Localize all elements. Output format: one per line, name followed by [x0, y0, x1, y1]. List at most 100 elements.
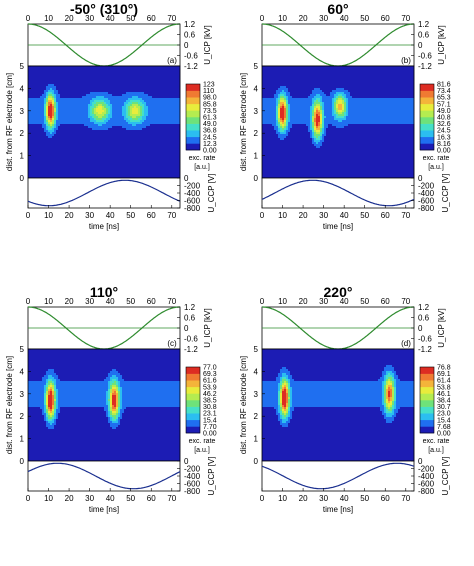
heatmap-cell — [158, 152, 161, 155]
heatmap-cell — [360, 78, 363, 81]
heatmap-cell — [162, 108, 165, 111]
heatmap-cell — [116, 116, 119, 119]
heatmap-cell — [96, 146, 99, 149]
heatmap-cell — [66, 114, 69, 117]
heatmap-cell — [118, 78, 121, 81]
heatmap-cell — [30, 156, 33, 159]
heatmap-cell — [118, 130, 121, 133]
heatmap-cell — [68, 68, 71, 71]
heatmap-cell — [162, 96, 165, 99]
heatmap-cell — [124, 124, 127, 127]
heatmap-cell — [106, 78, 109, 81]
heatmap-cell — [92, 154, 95, 157]
heatmap-cell — [388, 76, 391, 79]
heatmap-cell — [130, 112, 133, 115]
heatmap-cell — [270, 80, 273, 83]
heatmap-cell — [156, 72, 159, 75]
heatmap-cell — [160, 142, 163, 145]
heatmap-cell — [116, 66, 119, 69]
heatmap-cell — [338, 72, 341, 75]
heatmap-cell — [56, 110, 59, 113]
heatmap-cell — [174, 130, 177, 133]
heatmap-cell — [118, 102, 121, 105]
heatmap-cell — [88, 94, 91, 97]
heatmap-cell — [148, 122, 151, 125]
heatmap-cell — [142, 78, 145, 81]
heatmap-cell — [146, 156, 149, 159]
heatmap-cell — [34, 170, 37, 173]
heatmap-cell — [310, 76, 313, 79]
heatmap-cell — [84, 86, 87, 89]
heatmap-cell — [170, 168, 173, 171]
heatmap-cell — [166, 86, 169, 89]
heatmap-cell — [172, 166, 175, 169]
heatmap-cell — [102, 176, 105, 179]
heatmap-cell — [134, 88, 137, 91]
heatmap-cell — [148, 154, 151, 157]
heatmap-cell — [144, 72, 147, 75]
heatmap-cell — [34, 120, 37, 123]
heatmap-cell — [262, 76, 265, 79]
heatmap-cell — [126, 96, 129, 99]
heatmap-cell — [74, 88, 77, 91]
heatmap-cell — [156, 168, 159, 171]
heatmap-cell — [38, 144, 41, 147]
heatmap-cell — [124, 84, 127, 87]
heatmap-cell — [264, 66, 267, 69]
heatmap-cell — [326, 66, 329, 69]
heatmap-cell — [148, 144, 151, 147]
heatmap-cell — [148, 116, 151, 119]
heatmap-cell — [58, 88, 61, 91]
heatmap-cell — [400, 66, 403, 69]
heatmap-cell — [126, 86, 129, 89]
heatmap-cell — [86, 156, 89, 159]
heatmap-cell — [400, 78, 403, 81]
heatmap-cell — [100, 68, 103, 71]
heatmap-cell — [134, 150, 137, 153]
heatmap-cell — [102, 126, 105, 129]
heatmap-cell — [150, 174, 153, 177]
heatmap-cell — [56, 116, 59, 119]
heatmap-cell — [62, 128, 65, 131]
heatmap-cell — [174, 112, 177, 115]
heatmap-cell — [276, 78, 279, 81]
heatmap-cell — [168, 140, 171, 143]
heatmap-cell — [50, 124, 53, 127]
heatmap-cell — [118, 154, 121, 157]
heatmap-cell — [76, 124, 79, 127]
heatmap-cell — [386, 70, 389, 73]
heatmap-cell — [168, 142, 171, 145]
heatmap-cell — [34, 136, 37, 139]
heatmap-cell — [178, 160, 181, 163]
heatmap-cell — [128, 154, 131, 157]
heatmap-cell — [152, 168, 155, 171]
heatmap-cell — [178, 110, 181, 113]
heatmap-cell — [156, 88, 159, 91]
heatmap-cell — [136, 146, 139, 149]
heatmap-cell — [148, 86, 151, 89]
heatmap-cell — [124, 82, 127, 85]
heatmap-cell — [44, 172, 47, 175]
heatmap-cell — [344, 72, 347, 75]
heatmap-cell — [176, 146, 179, 149]
heatmap-cell — [122, 174, 125, 177]
heatmap-cell — [70, 152, 73, 155]
heatmap-cell — [266, 80, 269, 83]
heatmap-cell — [108, 138, 111, 141]
heatmap-cell — [38, 78, 41, 81]
heatmap-cell — [74, 116, 77, 119]
heatmap-cell — [66, 72, 69, 75]
heatmap-cell — [132, 86, 135, 89]
heatmap-cell — [314, 76, 317, 79]
heatmap-cell — [316, 76, 319, 79]
colorbar-swatch — [186, 117, 200, 124]
heatmap-cell — [158, 68, 161, 71]
heatmap-cell — [168, 78, 171, 81]
heatmap-cell — [72, 80, 75, 83]
heatmap-cell — [82, 100, 85, 103]
heatmap-cell — [74, 100, 77, 103]
heatmap-cell — [82, 66, 85, 69]
heatmap-cell — [156, 76, 159, 79]
heatmap-cell — [108, 174, 111, 177]
heatmap-cell — [178, 116, 181, 119]
